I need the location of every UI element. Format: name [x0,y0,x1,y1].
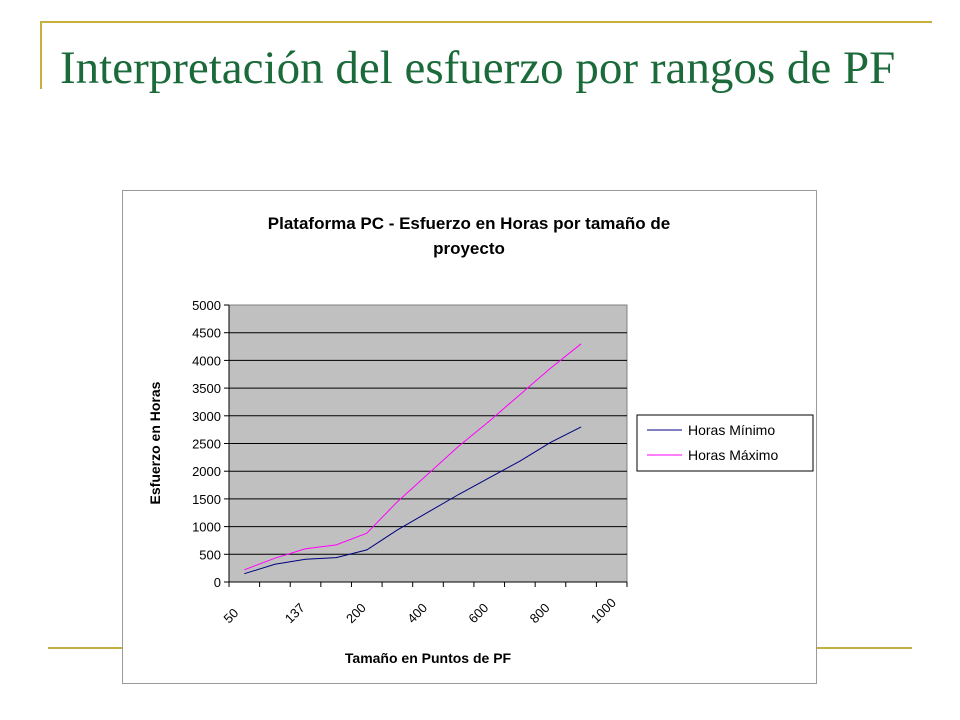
y-tick-label: 1000 [192,520,221,535]
y-tick-label: 3500 [192,381,221,396]
x-tick-label: 800 [527,600,553,626]
legend-box [636,414,814,472]
x-tick-label: 50 [221,605,242,626]
y-tick-label: 4000 [192,353,221,368]
x-axis-label: Tamaño en Puntos de PF [345,650,512,666]
left-decoration-bar [40,21,42,89]
y-tick-label: 0 [214,575,221,590]
x-tick-label: 600 [465,600,491,626]
y-tick-label: 2000 [192,464,221,479]
x-tick-label: 200 [343,600,369,626]
y-axis-label: Esfuerzo en Horas [147,381,163,504]
bottom-decoration-bar-right [817,647,912,649]
y-tick-label: 4500 [192,326,221,341]
legend-entry: Horas Mínimo [688,422,775,438]
y-tick-label: 500 [199,547,221,562]
x-tick-label: 400 [404,600,430,626]
chart-frame: Plataforma PC - Esfuerzo en Horas por ta… [122,190,817,684]
y-tick-label: 2500 [192,437,221,452]
chart-title-line: Plataforma PC - Esfuerzo en Horas por ta… [268,214,670,233]
bottom-decoration-bar-left [48,647,123,649]
y-tick-label: 3000 [192,409,221,424]
slide-title: Interpretación del esfuerzo por rangos d… [60,42,896,94]
y-tick-label: 1500 [192,492,221,507]
legend-entry: Horas Máximo [688,447,778,463]
series-line [244,343,582,571]
x-tick-label: 1000 [588,595,619,626]
x-tick-label: 137 [282,600,308,626]
y-tick-label: 5000 [192,298,221,313]
chart-title-line: proyecto [433,239,505,258]
effort-line-chart: Plataforma PC - Esfuerzo en Horas por ta… [147,214,814,666]
series-line [244,426,582,575]
top-decoration-bar [40,21,932,23]
